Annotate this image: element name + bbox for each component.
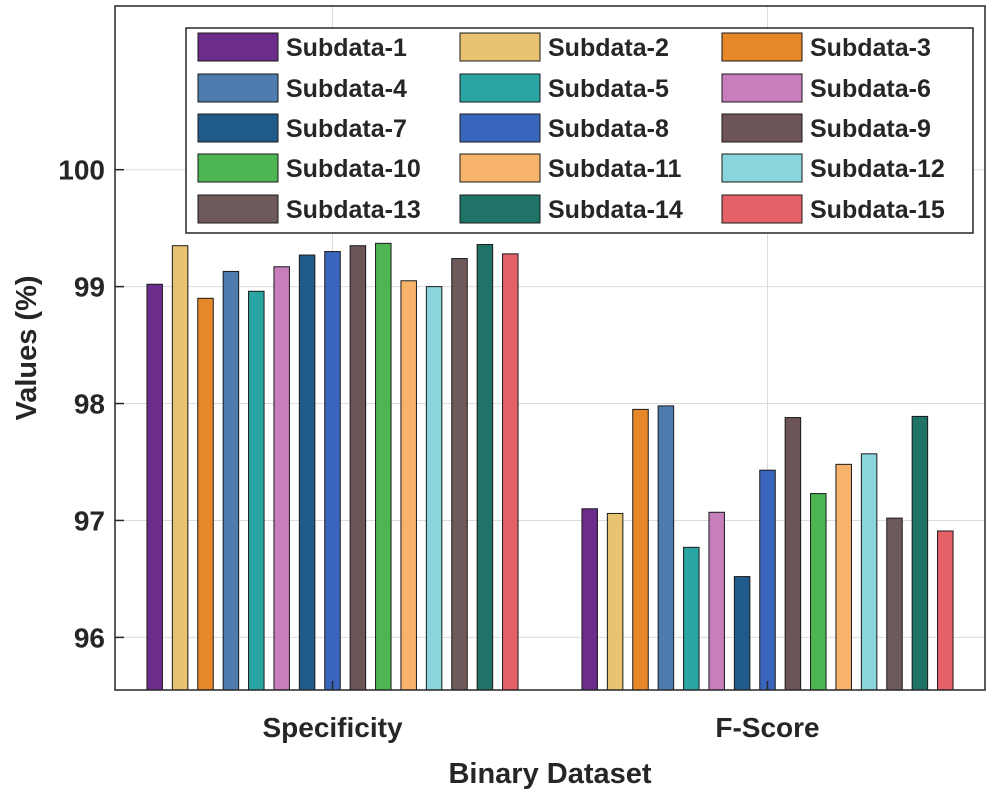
x-axis-label: Binary Dataset (448, 758, 651, 790)
bar-subdata-1-specificity (146, 283, 163, 691)
legend-label-subdata-13: Subdata-13 (286, 196, 421, 224)
legend-label-subdata-2: Subdata-2 (548, 34, 669, 62)
legend-label-subdata-6: Subdata-6 (810, 75, 931, 103)
bar-series (146, 242, 954, 691)
bar-subdata-4-f-score (657, 405, 675, 691)
bar-subdata-15-f-score (937, 530, 954, 691)
bar-subdata-7-f-score (733, 576, 751, 691)
bar-subdata-10-specificity (375, 242, 392, 691)
legend-swatch-subdata-5 (459, 73, 541, 103)
legend-label-subdata-3: Subdata-3 (810, 34, 931, 62)
bar-subdata-3-f-score (632, 408, 649, 691)
legend-swatch-subdata-14 (459, 194, 541, 224)
bar-subdata-3-specificity (197, 297, 214, 691)
legend-label-subdata-8: Subdata-8 (548, 115, 669, 143)
bar-subdata-5-specificity (248, 290, 265, 691)
legend-swatch-subdata-1 (197, 32, 279, 62)
bar-subdata-4-specificity (222, 270, 240, 691)
legend-swatch-subdata-11 (459, 153, 541, 183)
bar-subdata-10-f-score (810, 493, 827, 691)
y-tick-label: 99 (74, 272, 105, 303)
bar-subdata-2-specificity (171, 245, 189, 691)
legend-label-subdata-1: Subdata-1 (286, 34, 407, 62)
y-tick-label: 97 (74, 505, 105, 536)
legend-label-subdata-7: Subdata-7 (286, 115, 407, 143)
bar-subdata-1-f-score (581, 508, 598, 691)
legend-swatch-subdata-10 (197, 153, 279, 183)
x-axis-ticks: Specificity F-Score (262, 681, 820, 743)
bar-subdata-12-f-score (860, 453, 878, 691)
bar-subdata-5-f-score (683, 546, 700, 691)
bar-subdata-14-specificity (476, 244, 494, 691)
legend-swatch-subdata-9 (721, 113, 803, 143)
legend-label-subdata-14: Subdata-14 (548, 196, 683, 224)
legend-label-subdata-5: Subdata-5 (548, 75, 669, 103)
y-tick-label: 100 (58, 155, 105, 186)
bar-subdata-11-f-score (835, 463, 852, 691)
x-tick-label: Specificity (262, 712, 402, 743)
legend-swatch-subdata-3 (721, 32, 803, 62)
bar-subdata-13-specificity (451, 258, 468, 691)
bar-subdata-15-specificity (502, 253, 519, 691)
y-tick-label: 98 (74, 389, 105, 420)
bar-subdata-9-f-score (784, 417, 802, 691)
bar-subdata-7-specificity (298, 254, 316, 691)
legend-swatch-subdata-2 (459, 32, 541, 62)
bar-subdata-6-f-score (708, 511, 725, 691)
legend-swatch-subdata-6 (721, 73, 803, 103)
bar-subdata-14-f-score (911, 415, 929, 691)
plot-frame (114, 5, 986, 691)
bar-subdata-6-specificity (273, 266, 290, 691)
x-tick-label: F-Score (715, 712, 819, 743)
legend-box (185, 27, 974, 234)
legend-label-subdata-9: Subdata-9 (810, 115, 931, 143)
y-axis-label: Values (%) (11, 275, 43, 420)
legend-swatch-subdata-15 (721, 194, 803, 224)
bar-subdata-12-specificity (425, 286, 443, 691)
legend-swatch-subdata-13 (197, 194, 279, 224)
legend-swatch-subdata-7 (197, 113, 279, 143)
bar-subdata-2-f-score (606, 512, 624, 691)
legend-swatch-subdata-4 (197, 73, 279, 103)
legend-label-subdata-4: Subdata-4 (286, 75, 407, 103)
legend-swatch-subdata-12 (721, 153, 803, 183)
y-axis-ticks: 96 97 98 99 100 (58, 155, 124, 653)
legend: Subdata-1 Subdata-2 Subdata-3 Subdata-4 Subd… (185, 27, 974, 234)
legend-label-subdata-10: Subdata-10 (286, 155, 421, 183)
legend-label-subdata-11: Subdata-11 (548, 155, 681, 183)
bar-subdata-8-specificity (324, 251, 341, 691)
legend-label-subdata-15: Subdata-15 (810, 196, 945, 224)
y-tick-label: 96 (74, 622, 105, 653)
legend-swatch-subdata-8 (459, 113, 541, 143)
bar-subdata-11-specificity (400, 280, 417, 691)
bar-subdata-9-specificity (349, 245, 367, 691)
bar-subdata-13-f-score (886, 517, 903, 691)
bar-subdata-8-f-score (759, 469, 776, 691)
legend-label-subdata-12: Subdata-12 (810, 155, 945, 183)
